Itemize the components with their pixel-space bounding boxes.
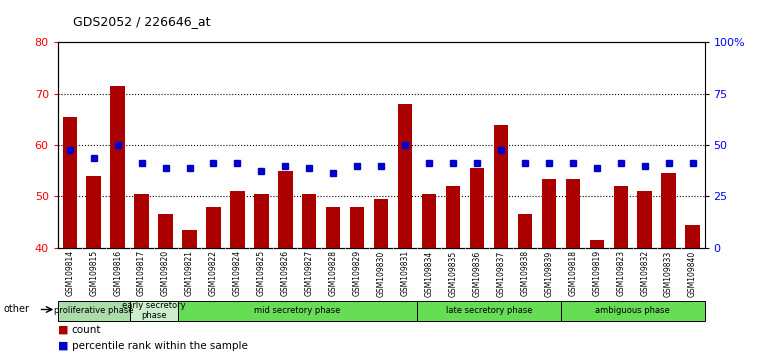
Bar: [278, 171, 293, 248]
Text: early secretory
phase: early secretory phase: [122, 301, 186, 320]
FancyBboxPatch shape: [178, 301, 417, 321]
Text: GSM109838: GSM109838: [521, 250, 530, 297]
Text: GSM109833: GSM109833: [664, 250, 673, 297]
Text: GSM109823: GSM109823: [616, 250, 625, 297]
Bar: [302, 194, 316, 248]
Text: count: count: [72, 325, 101, 335]
Text: GSM109830: GSM109830: [377, 250, 386, 297]
Text: GSM109828: GSM109828: [329, 250, 338, 296]
Text: GSM109825: GSM109825: [257, 250, 266, 297]
Bar: [398, 104, 412, 248]
Bar: [254, 194, 269, 248]
FancyBboxPatch shape: [561, 301, 705, 321]
Text: other: other: [4, 304, 30, 314]
Text: GSM109816: GSM109816: [113, 250, 122, 297]
Bar: [494, 125, 508, 248]
Text: ■: ■: [58, 341, 69, 351]
Bar: [159, 215, 172, 248]
Text: GSM109814: GSM109814: [65, 250, 74, 297]
Text: GSM109826: GSM109826: [281, 250, 290, 297]
Text: GSM109821: GSM109821: [185, 250, 194, 296]
Bar: [206, 207, 221, 248]
Bar: [661, 173, 676, 248]
Bar: [614, 186, 628, 248]
FancyBboxPatch shape: [58, 301, 129, 321]
Bar: [326, 207, 340, 248]
Text: percentile rank within the sample: percentile rank within the sample: [72, 341, 247, 351]
Text: mid secretory phase: mid secretory phase: [254, 306, 340, 315]
Text: GSM109818: GSM109818: [568, 250, 578, 296]
FancyBboxPatch shape: [417, 301, 561, 321]
Bar: [62, 117, 77, 248]
FancyBboxPatch shape: [129, 301, 178, 321]
Text: GSM109829: GSM109829: [353, 250, 362, 297]
Text: GSM109835: GSM109835: [448, 250, 457, 297]
Text: GDS2052 / 226646_at: GDS2052 / 226646_at: [73, 15, 211, 28]
Text: GSM109819: GSM109819: [592, 250, 601, 297]
Text: GSM109815: GSM109815: [89, 250, 99, 297]
Bar: [350, 207, 364, 248]
Bar: [135, 194, 149, 248]
Text: GSM109840: GSM109840: [688, 250, 697, 297]
Bar: [110, 86, 125, 248]
Text: proliferative phase: proliferative phase: [54, 306, 133, 315]
Text: GSM109820: GSM109820: [161, 250, 170, 297]
Text: ■: ■: [58, 325, 69, 335]
Bar: [470, 168, 484, 248]
Text: late secretory phase: late secretory phase: [446, 306, 532, 315]
Text: GSM109837: GSM109837: [497, 250, 505, 297]
Text: GSM109839: GSM109839: [544, 250, 554, 297]
Bar: [517, 215, 532, 248]
Bar: [86, 176, 101, 248]
Bar: [422, 194, 437, 248]
Bar: [374, 199, 388, 248]
Bar: [685, 225, 700, 248]
Bar: [182, 230, 196, 248]
Bar: [590, 240, 604, 248]
Bar: [638, 191, 652, 248]
Text: ambiguous phase: ambiguous phase: [595, 306, 670, 315]
Bar: [541, 178, 556, 248]
Text: GSM109836: GSM109836: [473, 250, 481, 297]
Text: GSM109832: GSM109832: [640, 250, 649, 297]
Text: GSM109822: GSM109822: [209, 250, 218, 296]
Text: GSM109827: GSM109827: [305, 250, 314, 297]
Text: GSM109834: GSM109834: [424, 250, 434, 297]
Bar: [446, 186, 460, 248]
Text: GSM109817: GSM109817: [137, 250, 146, 297]
Bar: [230, 191, 245, 248]
Bar: [566, 178, 580, 248]
Text: GSM109824: GSM109824: [233, 250, 242, 297]
Text: GSM109831: GSM109831: [400, 250, 410, 297]
